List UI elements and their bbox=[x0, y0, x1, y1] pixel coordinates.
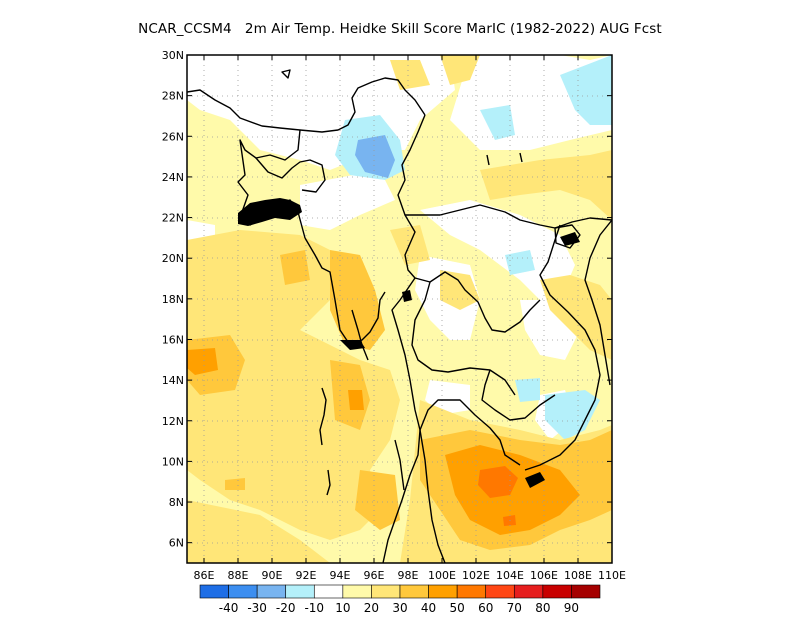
map-frame bbox=[186, 54, 613, 564]
colorbar-swatch bbox=[513, 584, 544, 599]
lon-tick-label: 100E bbox=[428, 569, 456, 582]
lat-tick-label: 20N bbox=[162, 252, 184, 265]
colorbar-swatch bbox=[571, 584, 601, 599]
colorbar-label: 50 bbox=[450, 601, 465, 615]
coastlines-borders bbox=[187, 69, 612, 563]
colorbar-label: 60 bbox=[478, 601, 493, 615]
colorbar-label: 70 bbox=[507, 601, 522, 615]
lon-tick-label: 88E bbox=[228, 569, 249, 582]
colorbar-label: 90 bbox=[564, 601, 579, 615]
lon-tick-label: 106E bbox=[530, 569, 558, 582]
lon-tick-label: 108E bbox=[564, 569, 592, 582]
lon-tick-label: 94E bbox=[330, 569, 351, 582]
colorbar-swatch bbox=[199, 584, 229, 599]
lon-tick-label: 92E bbox=[296, 569, 317, 582]
colorbar-swatch bbox=[456, 584, 487, 599]
lon-tick-label: 96E bbox=[364, 569, 385, 582]
longitude-axis: 86E 88E 90E 92E 94E 96E 98E 100E 102E 104E 106E 108… bbox=[194, 55, 626, 582]
lon-tick-label: 98E bbox=[398, 569, 419, 582]
lon-tick-label: 90E bbox=[262, 569, 283, 582]
lon-tick-label: 86E bbox=[194, 569, 215, 582]
colorbar-swatch bbox=[285, 584, 315, 599]
lat-tick-label: 10N bbox=[162, 455, 184, 468]
lat-tick-label: 30N bbox=[162, 49, 184, 62]
lat-tick-label: 8N bbox=[169, 496, 184, 509]
colorbar-swatch bbox=[399, 584, 429, 599]
lat-tick-label: 16N bbox=[162, 333, 184, 346]
skill-score-field bbox=[187, 55, 612, 563]
delta-coastline bbox=[238, 198, 580, 488]
colorbar-swatch bbox=[313, 584, 344, 599]
lon-tick-label: 104E bbox=[496, 569, 524, 582]
colorbar-label: -40 bbox=[219, 601, 239, 615]
page-title: NCAR_CCSM4 2m Air Temp. Heidke Skill Sco… bbox=[138, 21, 662, 37]
colorbar-swatch bbox=[256, 584, 287, 599]
colorbar-label: 10 bbox=[335, 601, 350, 615]
lat-tick-label: 18N bbox=[162, 293, 184, 306]
lat-tick-label: 28N bbox=[162, 90, 184, 103]
latitude-axis: 30N 28N 26N 24N 22N 20N 18N 16N 14N 12N 10N 8N 6N bbox=[162, 49, 612, 550]
colorbar-label: 80 bbox=[535, 601, 550, 615]
colorbar-swatch bbox=[542, 584, 572, 599]
colorbar-label: -10 bbox=[304, 601, 324, 615]
lon-tick-label: 102E bbox=[462, 569, 490, 582]
graticule bbox=[187, 55, 612, 563]
colorbar-swatch bbox=[371, 584, 401, 599]
colorbar-swatch bbox=[485, 584, 515, 599]
lat-tick-label: 14N bbox=[162, 374, 184, 387]
colorbar: -40 -30 -20 -10 10 20 30 40 50 60 70 80 90 bbox=[199, 584, 601, 615]
lat-tick-label: 6N bbox=[169, 537, 184, 550]
colorbar-swatch bbox=[342, 584, 372, 599]
lon-tick-label: 110E bbox=[598, 569, 626, 582]
colorbar-label: -30 bbox=[247, 601, 267, 615]
lat-tick-label: 24N bbox=[162, 171, 184, 184]
colorbar-swatch bbox=[228, 584, 258, 599]
colorbar-label: 20 bbox=[364, 601, 379, 615]
colorbar-label: 40 bbox=[421, 601, 436, 615]
colorbar-label: 30 bbox=[392, 601, 407, 615]
lat-tick-label: 12N bbox=[162, 415, 184, 428]
lat-tick-label: 26N bbox=[162, 130, 184, 143]
colorbar-swatch bbox=[428, 584, 458, 599]
lat-tick-label: 22N bbox=[162, 212, 184, 225]
colorbar-label: -20 bbox=[276, 601, 296, 615]
